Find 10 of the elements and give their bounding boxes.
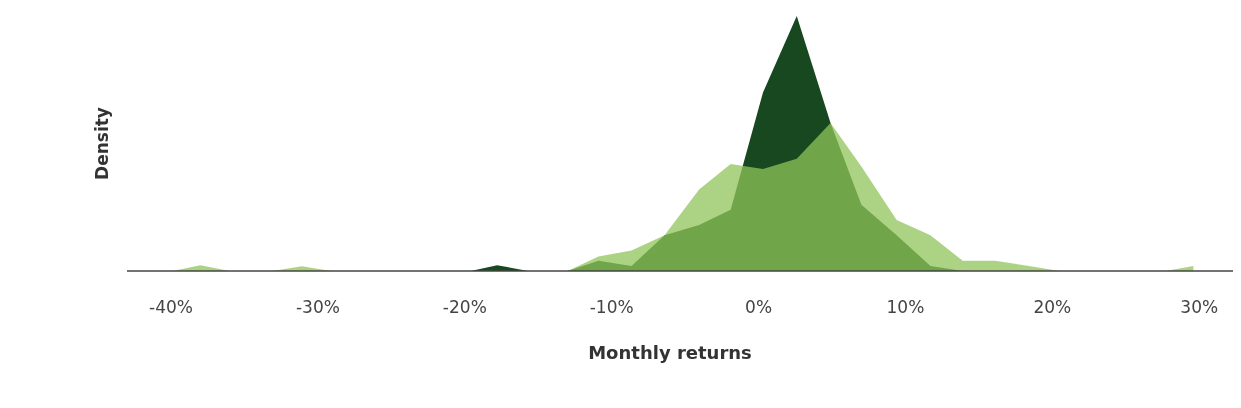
x-tick-label: -10% (589, 297, 634, 317)
x-tick-label: -40% (149, 297, 194, 317)
x-tick-label: 30% (1180, 297, 1219, 317)
x-tick-label: 0% (745, 297, 773, 317)
x-tick-label: 10% (886, 297, 925, 317)
x-tick-label: -20% (442, 297, 487, 317)
x-axis-title: Monthly returns (588, 342, 752, 363)
y-axis-title: Density (92, 107, 112, 180)
x-tick-label: -30% (295, 297, 340, 317)
x-tick-label: 20% (1033, 297, 1072, 317)
